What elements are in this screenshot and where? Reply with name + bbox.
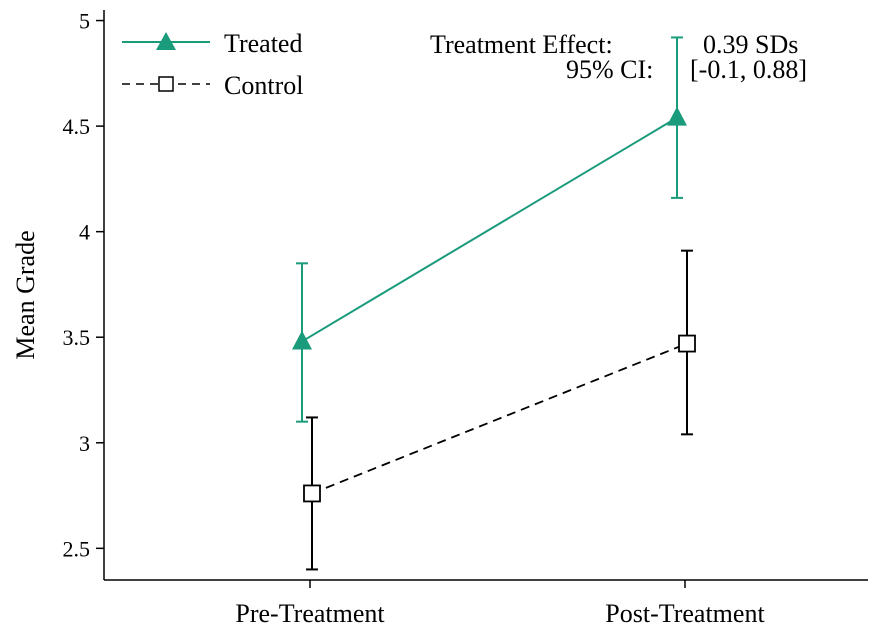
x-tick-label-0: Pre-Treatment bbox=[235, 599, 385, 628]
y-ticks: 2.5 3 3.5 4 4.5 5 bbox=[63, 9, 104, 561]
legend-item-treated: Treated bbox=[122, 29, 302, 58]
point-1-1 bbox=[678, 334, 696, 353]
annotation-effect-value: 0.39 SDs bbox=[703, 30, 798, 59]
point-0-1 bbox=[667, 106, 687, 126]
y-tick-label-2: 3.5 bbox=[63, 325, 91, 350]
y-tick-label-1: 3 bbox=[79, 431, 90, 456]
annotation-ci-label: 95% CI: bbox=[566, 55, 653, 84]
point-0-0 bbox=[292, 330, 312, 350]
y-tick-label-0: 2.5 bbox=[63, 536, 91, 561]
x-ticks: Pre-Treatment Post-Treatment bbox=[235, 580, 765, 628]
y-tick-label-3: 4 bbox=[79, 220, 90, 245]
series-layer bbox=[292, 36, 696, 571]
axes bbox=[103, 10, 868, 581]
legend-label-control: Control bbox=[224, 71, 303, 100]
point-1-0 bbox=[303, 484, 321, 503]
series-line-1 bbox=[311, 342, 688, 495]
series-control bbox=[303, 249, 696, 571]
series-treated bbox=[292, 36, 687, 423]
legend-marker-control bbox=[158, 76, 174, 92]
legend-item-control: Control bbox=[122, 71, 303, 100]
x-tick-label-1: Post-Treatment bbox=[605, 599, 765, 628]
annotation-effect-label: Treatment Effect: bbox=[430, 30, 613, 59]
annotation-ci-value: [-0.1, 0.88] bbox=[690, 55, 807, 84]
series-line-0 bbox=[301, 116, 678, 343]
y-tick-label-5: 5 bbox=[79, 9, 90, 34]
y-axis-title: Mean Grade bbox=[11, 230, 40, 359]
annotations: Treatment Effect: 0.39 SDs 95% CI: [-0.1… bbox=[430, 30, 807, 84]
y-tick-label-4: 4.5 bbox=[63, 114, 91, 139]
legend-marker-treated bbox=[156, 32, 176, 50]
legend-label-treated: Treated bbox=[224, 29, 302, 58]
legend: Treated Control bbox=[122, 29, 303, 100]
